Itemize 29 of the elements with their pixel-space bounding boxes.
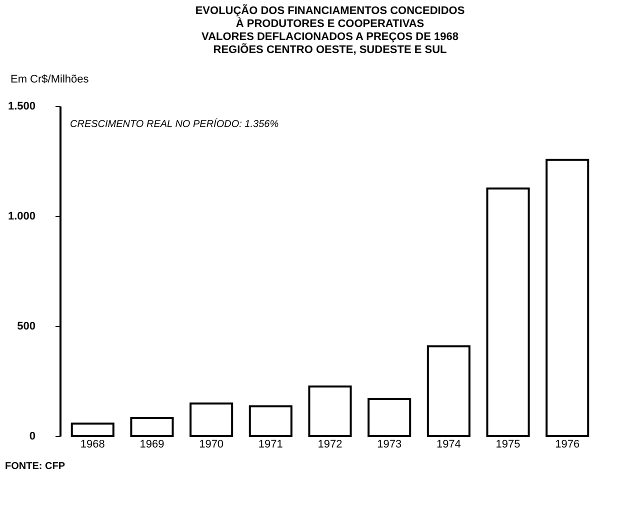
- y-tick-label: 0: [29, 430, 36, 442]
- y-axis-title: Em Cr$/Milhões: [10, 74, 90, 86]
- text: EVOLUÇÃO DOS FINANCIAMENTOS CONCEDIDOS: [195, 5, 465, 17]
- text: VALORES DEFLACIONADOS A PREÇOS DE 1968: [202, 31, 458, 43]
- bar: [308, 386, 352, 437]
- bar: [368, 398, 412, 437]
- x-tick-label: 1976: [555, 438, 580, 450]
- y-tick-label: 1.500: [8, 100, 36, 112]
- source-note: FONTE: CFP: [5, 461, 66, 472]
- x-tick-label: 1975: [496, 438, 520, 450]
- y-tick-label: 1.000: [8, 210, 36, 222]
- bar: [546, 158, 590, 437]
- bar: [190, 402, 234, 437]
- bar: [486, 188, 530, 437]
- x-tick-label: 1968: [80, 438, 105, 450]
- bar: [248, 405, 292, 437]
- text: REGIÕES CENTRO OESTE, SUDESTE E SUL: [213, 44, 447, 56]
- x-tick-label: 1974: [436, 438, 461, 450]
- x-tick-label: 1973: [377, 438, 402, 450]
- bar: [426, 345, 470, 437]
- text: À PRODUTORES E COOPERATIVAS: [236, 18, 424, 30]
- x-tick-label: 1971: [258, 438, 283, 450]
- y-tick-label: 500: [17, 320, 36, 332]
- annotation: CRESCIMENTO REAL NO PERÍODO: 1.356%: [70, 118, 279, 130]
- bar: [130, 416, 174, 437]
- x-tick-label: 1970: [199, 438, 224, 450]
- x-tick-label: 1969: [140, 438, 164, 450]
- bar: [70, 422, 114, 437]
- x-tick-label: 1972: [318, 438, 342, 450]
